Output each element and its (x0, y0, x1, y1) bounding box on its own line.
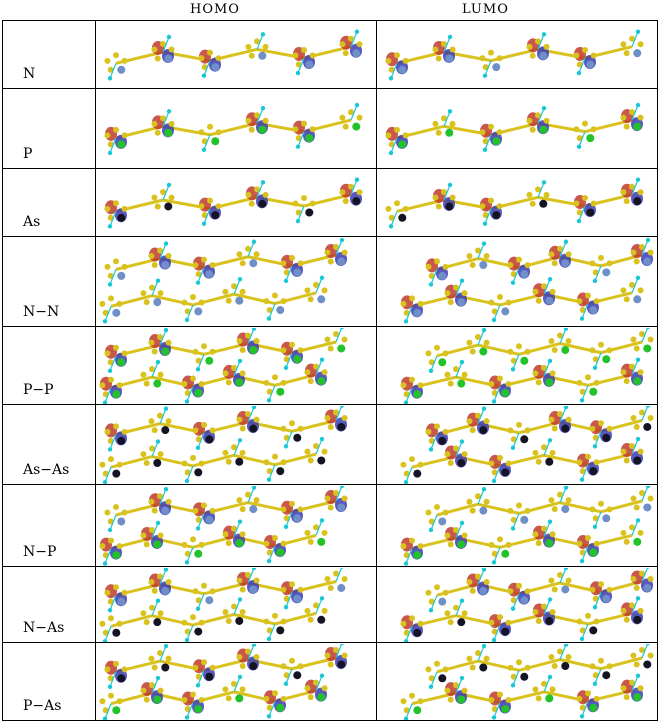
lumo-orbital-image (385, 177, 644, 229)
table-row: N (2, 20, 658, 89)
homo-orbital-image (104, 177, 363, 229)
lumo-orbital-cell (376, 236, 658, 327)
lumo-column-header: LUMO (462, 2, 509, 17)
row-label: N−N (23, 304, 60, 320)
table-row: P−As (2, 642, 658, 721)
row-label: P (23, 146, 33, 162)
row-label-cell: P (2, 88, 96, 169)
lumo-orbital-cell (376, 168, 658, 237)
row-label-cell: N−P (2, 484, 96, 567)
lumo-orbital-image (400, 486, 654, 566)
row-label-cell: N−As (2, 566, 96, 643)
homo-orbital-image (99, 644, 348, 720)
row-label-cell: P−As (2, 642, 96, 721)
homo-orbital-image (104, 102, 363, 156)
homo-orbital-image (99, 238, 348, 324)
row-label: As−As (23, 462, 70, 478)
lumo-orbital-image (400, 406, 654, 484)
homo-orbital-cell (95, 326, 377, 405)
lumo-orbital-image (400, 328, 654, 404)
homo-column-header: HOMO (190, 2, 240, 17)
lumo-orbital-cell (376, 404, 658, 485)
homo-orbital-cell (95, 236, 377, 327)
row-label-cell: P−P (2, 326, 96, 405)
row-label: P−P (23, 382, 54, 398)
lumo-orbital-cell (376, 20, 658, 89)
homo-orbital-image (99, 568, 348, 642)
homo-orbital-image (99, 406, 348, 484)
table-row: N−As (2, 566, 658, 643)
lumo-orbital-cell (376, 642, 658, 721)
homo-orbital-cell (95, 404, 377, 485)
row-label: N−P (23, 544, 57, 560)
homo-orbital-image (99, 486, 348, 566)
row-label-cell: N (2, 20, 96, 89)
lumo-orbital-image (400, 644, 654, 720)
row-label: N−As (23, 620, 65, 636)
lumo-orbital-cell (376, 326, 658, 405)
row-label-cell: N−N (2, 236, 96, 327)
table-row: N−N (2, 236, 658, 327)
homo-orbital-cell (95, 484, 377, 567)
table-row: P (2, 88, 658, 169)
lumo-orbital-cell (376, 484, 658, 567)
row-label-cell: As (2, 168, 96, 237)
row-label-cell: As−As (2, 404, 96, 485)
lumo-orbital-image (385, 29, 644, 81)
homo-orbital-cell (95, 20, 377, 89)
table-row: As (2, 168, 658, 237)
row-label: As (23, 214, 41, 230)
table-row: P−P (2, 326, 658, 405)
row-label: P−As (23, 698, 62, 714)
row-label: N (23, 66, 36, 82)
homo-orbital-cell (95, 88, 377, 169)
lumo-orbital-image (385, 102, 644, 156)
lumo-orbital-image (400, 568, 654, 642)
lumo-orbital-cell (376, 88, 658, 169)
lumo-orbital-image (400, 238, 654, 324)
homo-orbital-cell (95, 642, 377, 721)
homo-orbital-cell (95, 168, 377, 237)
table-row: As−As (2, 404, 658, 485)
table-row: N−P (2, 484, 658, 567)
lumo-orbital-cell (376, 566, 658, 643)
orbital-table: N P As N−N P−P As−As N−P N−As P−As (2, 20, 658, 721)
homo-orbital-image (104, 29, 363, 81)
homo-orbital-cell (95, 566, 377, 643)
homo-orbital-image (99, 328, 348, 404)
